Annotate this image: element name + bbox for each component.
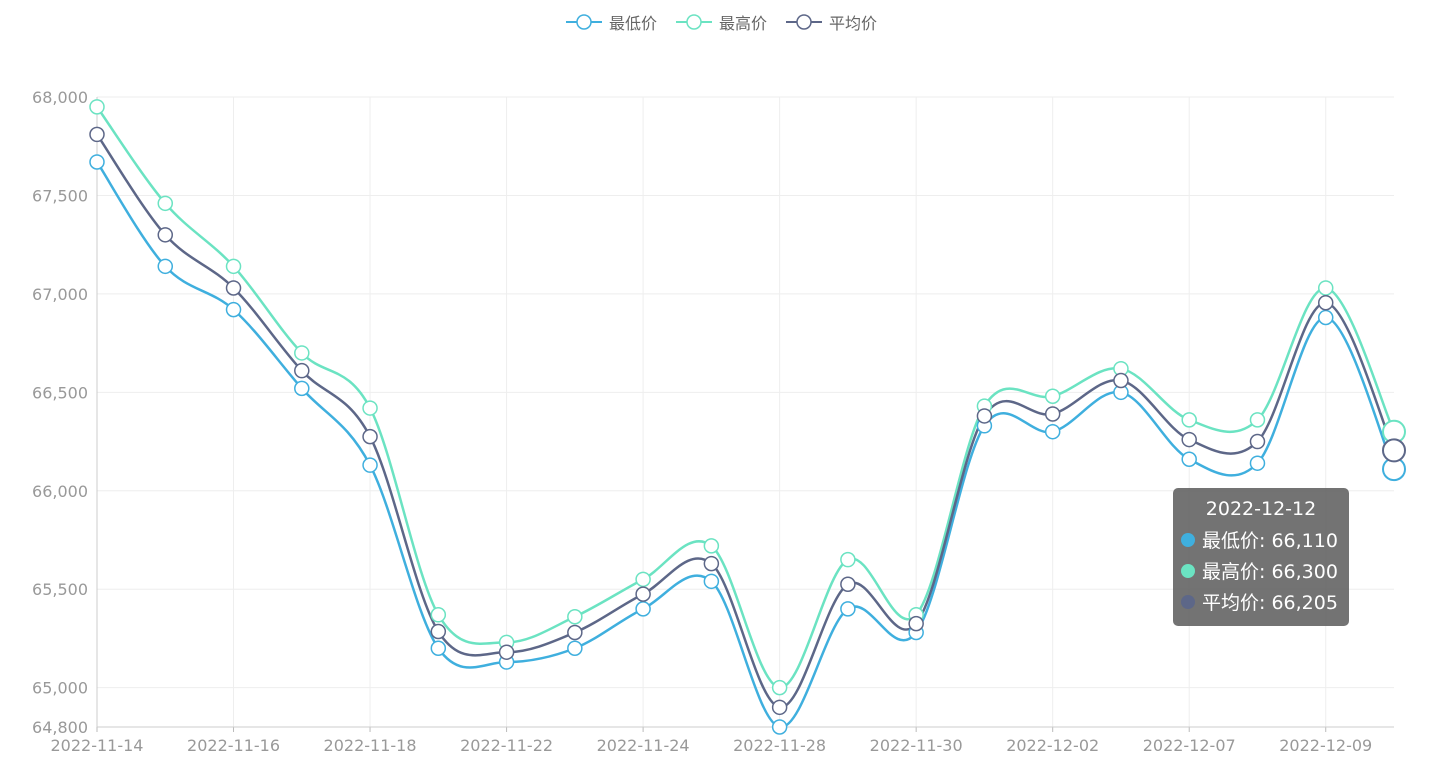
legend: 最低价 最高价 平均价	[0, 10, 1442, 34]
data-point	[1317, 280, 1334, 296]
data-point	[1044, 406, 1061, 422]
data-point	[703, 538, 720, 554]
data-point	[908, 615, 924, 632]
tooltip-row-label: 最低价: 66,110	[1202, 530, 1338, 552]
data-point	[1181, 431, 1197, 448]
y-tick-label: 65,500	[32, 580, 88, 599]
series-dot-icon	[1181, 563, 1195, 578]
data-point	[430, 623, 447, 640]
tooltip-date: 2022-12-12	[1205, 498, 1317, 520]
data-point	[89, 99, 105, 115]
data-point	[840, 601, 856, 617]
x-tick-label: 2022-11-28	[733, 736, 826, 755]
x-tick-label: 2022-12-09	[1279, 736, 1372, 755]
data-point	[635, 586, 651, 602]
data-point	[225, 258, 242, 275]
data-point	[89, 126, 105, 143]
data-point	[1382, 438, 1406, 463]
data-point	[1249, 455, 1266, 471]
series-dot-icon	[1181, 594, 1195, 609]
legend-line-icon	[675, 14, 712, 30]
data-point	[225, 280, 242, 296]
data-point	[89, 154, 105, 170]
data-point	[157, 258, 174, 275]
legend-label: 平均价	[829, 14, 878, 33]
tooltip-row: 最低价: 66,110	[1181, 526, 1341, 553]
data-point	[362, 428, 378, 445]
x-tick-label: 2022-11-30	[870, 736, 963, 755]
data-point	[362, 457, 378, 473]
legend-line-icon	[565, 14, 602, 30]
data-point	[1044, 388, 1061, 404]
x-tick-label: 2022-12-02	[1006, 736, 1099, 755]
legend-item-avg[interactable]: 平均价	[785, 10, 877, 34]
data-point	[567, 640, 583, 656]
series-dot-icon	[1181, 532, 1195, 547]
data-point	[771, 719, 788, 735]
tooltip-row: 最高价: 66,300	[1181, 557, 1341, 584]
legend-label: 最低价	[608, 14, 657, 33]
data-point	[362, 400, 378, 416]
x-tick-label: 2022-11-22	[460, 736, 553, 755]
y-tick-label: 65,000	[32, 679, 88, 698]
y-tick-label: 66,000	[32, 482, 88, 501]
data-point	[703, 555, 720, 572]
x-tick-label: 2022-12-07	[1143, 736, 1236, 755]
data-point	[1249, 433, 1266, 450]
data-point	[1044, 423, 1061, 440]
data-point	[430, 640, 447, 656]
data-point	[635, 601, 651, 617]
data-point	[157, 227, 174, 243]
x-tick-label: 2022-11-18	[324, 736, 417, 755]
data-point	[498, 644, 515, 660]
x-tick-label: 2022-11-16	[187, 736, 280, 755]
x-tick-label: 2022-11-14	[51, 736, 144, 755]
y-tick-label: 66,500	[32, 383, 88, 402]
data-point	[1317, 309, 1334, 326]
data-point	[1113, 372, 1129, 389]
data-point	[157, 195, 174, 212]
tooltip: 2022-12-12 最低价: 66,110 最高价: 66,300 平均价: …	[1173, 488, 1349, 626]
data-point	[976, 408, 993, 424]
data-point	[771, 699, 788, 716]
legend-line-icon	[786, 14, 822, 30]
data-point	[703, 573, 720, 590]
data-point	[567, 609, 583, 625]
y-tick-label: 64,800	[32, 718, 88, 737]
data-point	[771, 679, 788, 696]
data-point	[635, 571, 651, 588]
y-tick-label: 68,000	[32, 88, 88, 107]
data-point	[840, 576, 856, 593]
legend-label: 最高价	[718, 14, 767, 33]
x-tick-label: 2022-11-24	[597, 736, 690, 755]
tooltip-row-label: 最高价: 66,300	[1202, 561, 1338, 583]
legend-item-max[interactable]: 最高价	[675, 10, 767, 34]
data-point	[294, 362, 310, 379]
y-tick-label: 67,500	[32, 186, 88, 205]
y-tick-label: 67,000	[32, 285, 88, 304]
data-point	[1317, 294, 1334, 311]
tooltip-row: 平均价: 66,205	[1181, 588, 1341, 615]
data-point	[840, 551, 856, 568]
data-point	[225, 301, 242, 318]
data-point	[1181, 412, 1197, 428]
legend-item-min[interactable]: 最低价	[565, 10, 657, 34]
data-point	[567, 624, 583, 641]
data-point	[294, 380, 310, 397]
tooltip-row-label: 平均价: 66,205	[1202, 592, 1338, 614]
data-point	[1181, 451, 1197, 467]
data-point	[294, 345, 310, 361]
data-point	[1249, 412, 1266, 428]
data-point	[430, 607, 447, 623]
